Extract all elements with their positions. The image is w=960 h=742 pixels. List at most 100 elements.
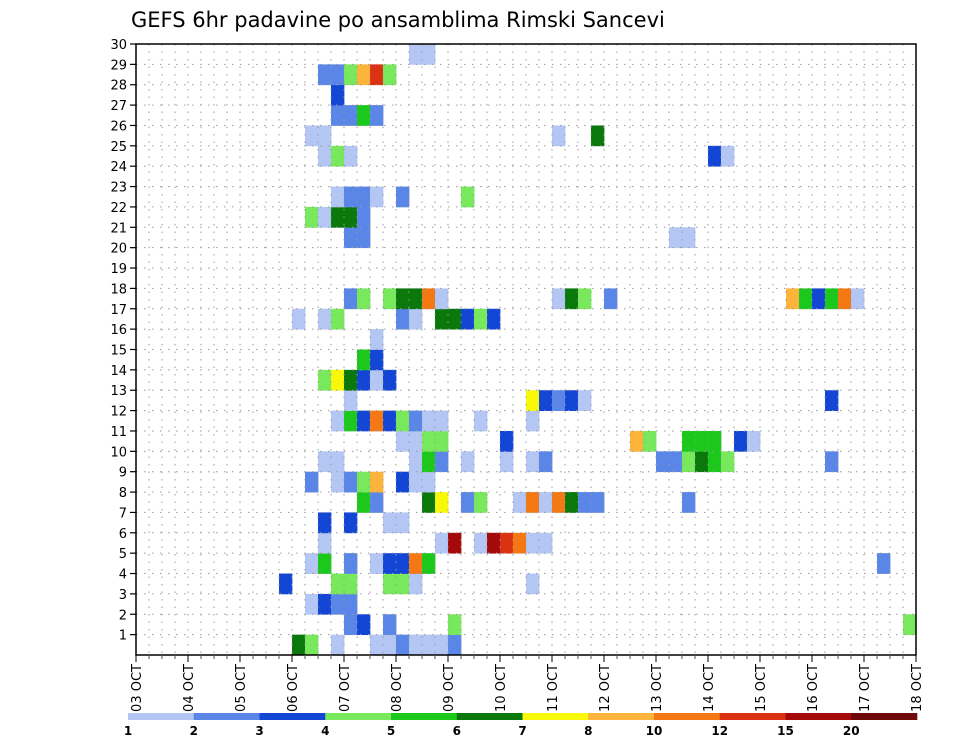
legend-label: 20 — [843, 724, 860, 738]
heatmap-cell — [851, 288, 865, 310]
heatmap-cell — [370, 64, 384, 86]
legend-swatch — [785, 713, 852, 720]
heatmap-cell — [331, 145, 345, 167]
heatmap-cell — [383, 512, 397, 534]
heatmap-cell — [305, 125, 319, 147]
x-tick-label: 11 OCT — [546, 664, 561, 712]
heatmap-cell — [370, 369, 384, 391]
y-tick-label: 9 — [119, 466, 127, 481]
heatmap-cell — [305, 206, 319, 228]
heatmap-cell — [422, 44, 436, 65]
legend-swatch — [325, 713, 392, 720]
legend-swatch — [851, 713, 918, 720]
heatmap-cell — [331, 308, 345, 330]
heatmap-cell — [786, 288, 800, 310]
heatmap-cell — [539, 532, 553, 554]
heatmap-cell — [487, 308, 501, 330]
heatmap-cell — [526, 532, 540, 554]
heatmap-cell — [344, 288, 358, 310]
heatmap-cell — [409, 430, 423, 452]
y-tick-label: 18 — [110, 282, 127, 297]
heatmap-cell — [409, 44, 423, 65]
heatmap-cell — [461, 492, 475, 513]
heatmap-cell — [344, 471, 358, 493]
x-tick-label: 03 OCT — [130, 664, 145, 712]
heatmap-cell — [409, 471, 423, 493]
heatmap-cell — [474, 308, 488, 330]
heatmap-cell — [461, 308, 475, 330]
heatmap-cell — [383, 288, 397, 310]
legend-label: 1 — [124, 724, 132, 738]
heatmap-cell — [565, 492, 579, 513]
heatmap-cell — [396, 410, 410, 432]
heatmap-cell — [318, 64, 332, 86]
heatmap-cell — [799, 288, 813, 310]
heatmap-cell — [396, 288, 410, 310]
heatmap-cell — [305, 634, 319, 656]
heatmap-cell — [357, 64, 371, 86]
legend-swatch — [588, 713, 655, 720]
heatmap-cell — [357, 349, 371, 371]
heatmap-cell — [526, 492, 540, 513]
heatmap-cell — [422, 634, 436, 656]
heatmap-cell — [305, 593, 319, 615]
heatmap-cell — [357, 492, 371, 513]
heatmap-cell — [734, 430, 748, 452]
heatmap-cell — [448, 308, 462, 330]
legend-label: 4 — [321, 724, 329, 738]
heatmap-cell — [422, 451, 436, 473]
heatmap-cell — [578, 390, 592, 411]
y-tick-label: 12 — [110, 405, 127, 420]
legend-label: 12 — [711, 724, 728, 738]
heatmap-cell — [292, 634, 306, 656]
heatmap-cell — [474, 532, 488, 554]
y-tick-label: 30 — [110, 38, 127, 53]
heatmap-cell — [604, 288, 618, 310]
heatmap-cell — [305, 553, 319, 574]
heatmap-cell — [344, 553, 358, 574]
y-tick-label: 22 — [110, 201, 127, 216]
heatmap-cell — [383, 64, 397, 86]
heatmap-cell — [435, 288, 449, 310]
heatmap-cell — [331, 451, 345, 473]
heatmap-cell — [370, 349, 384, 371]
heatmap-cell — [370, 329, 384, 350]
legend-swatch — [522, 713, 589, 720]
y-tick-label: 5 — [119, 547, 127, 562]
heatmap-cell — [643, 430, 657, 452]
heatmap-cell — [526, 410, 540, 432]
heatmap-cell — [409, 451, 423, 473]
heatmap-cell — [552, 492, 566, 513]
x-tick-label: 08 OCT — [390, 664, 405, 712]
heatmap-cell — [357, 369, 371, 391]
heatmap-cell — [630, 430, 644, 452]
y-tick-label: 16 — [110, 323, 127, 338]
x-tick-label: 13 OCT — [650, 664, 665, 712]
x-tick-label: 12 OCT — [598, 664, 613, 712]
heatmap-cell — [396, 308, 410, 330]
heatmap-cell — [448, 614, 462, 636]
heatmap-cell — [539, 451, 553, 473]
heatmap-cell — [331, 573, 345, 595]
heatmap-cell — [591, 492, 605, 513]
x-tick-label: 06 OCT — [286, 664, 301, 712]
heatmap-cell — [721, 145, 735, 167]
heatmap-cell — [370, 553, 384, 574]
heatmap-cell — [565, 390, 579, 411]
plot-frame — [135, 43, 917, 656]
heatmap-cell — [708, 145, 722, 167]
heatmap-cell — [396, 512, 410, 534]
heatmap-cell — [396, 553, 410, 574]
heatmap-cell — [396, 573, 410, 595]
y-tick-label: 19 — [110, 262, 127, 277]
heatmap-cell — [383, 573, 397, 595]
heatmap-cell — [357, 227, 371, 249]
heatmap-cell — [513, 532, 527, 554]
x-axis: 03 OCT 04 OCT 05 OCT 06 OCT 07 OCT 08 OCT 09 O… — [130, 655, 925, 712]
legend-label: 8 — [584, 724, 592, 738]
heatmap-cell — [721, 451, 735, 473]
x-tick-label: 16 OCT — [806, 664, 821, 712]
heatmap-cell — [331, 186, 345, 208]
heatmap-cell — [877, 553, 891, 574]
heatmap-cell — [331, 84, 345, 106]
